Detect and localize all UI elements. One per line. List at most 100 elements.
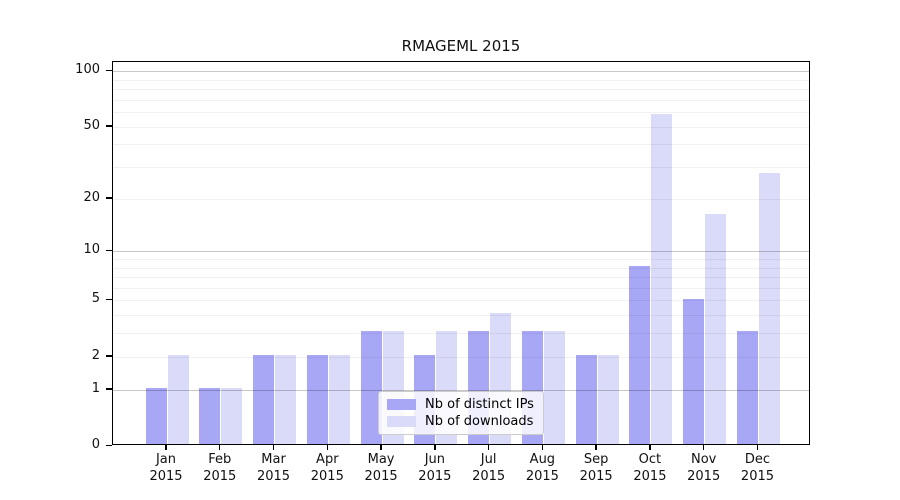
x-tick-month: Mar — [261, 452, 286, 467]
bar-nb-of-downloads-nov — [705, 213, 727, 444]
legend-item-downloads: Nb of downloads — [379, 414, 543, 429]
x-tick-year: 2015 — [203, 469, 237, 484]
bar-nb-of-distinct-ips-jan — [145, 387, 167, 444]
y-tick-label: 20 — [83, 189, 100, 205]
grid-line — [113, 315, 809, 317]
x-tick-month: Jun — [424, 452, 445, 467]
legend-swatch-downloads — [387, 416, 416, 428]
y-tick-label: 0 — [91, 437, 100, 452]
bar-nb-of-distinct-ips-nov — [683, 298, 705, 444]
x-tick-mark — [380, 445, 382, 450]
x-tick-label-sep: Sep 2015 — [554, 451, 638, 485]
x-tick-year: 2015 — [364, 469, 398, 484]
y-tick-label: 50 — [83, 117, 100, 133]
x-tick-year: 2015 — [310, 469, 344, 484]
x-tick-mark — [434, 445, 436, 450]
bar-nb-of-distinct-ips-may — [360, 331, 382, 444]
grid-line — [113, 251, 809, 253]
x-tick-label-dec: Dec 2015 — [715, 451, 799, 485]
x-tick-label-oct: Oct 2015 — [608, 451, 692, 485]
x-tick-label-mar: Mar 2015 — [232, 451, 316, 485]
legend-item-distinct-ips: Nb of distinct IPs — [379, 397, 543, 412]
chart-title: RMAGEML 2015 — [401, 37, 521, 55]
y-tick-mark — [106, 125, 112, 127]
x-tick-label-aug: Aug 2015 — [500, 451, 584, 485]
grid-line — [113, 389, 809, 391]
x-tick-mark — [165, 445, 167, 450]
grid-line — [113, 167, 809, 169]
grid-line — [113, 99, 809, 101]
grid-line — [113, 277, 809, 279]
grid-line — [113, 79, 809, 81]
x-tick-mark — [219, 445, 221, 450]
grid-line — [113, 89, 809, 91]
y-tick-label: 100 — [75, 62, 100, 78]
grid-line — [113, 267, 809, 269]
y-tick-mark — [106, 197, 112, 199]
x-tick-mark — [756, 445, 759, 450]
x-tick-mark — [487, 445, 490, 450]
x-tick-mark — [595, 445, 597, 450]
grid-line — [113, 333, 809, 335]
grid-line — [113, 300, 809, 302]
grid-line — [113, 198, 809, 200]
x-tick-year: 2015 — [256, 469, 291, 484]
x-tick-month: Aug — [529, 452, 556, 467]
y-tick-mark — [106, 388, 112, 390]
x-tick-month: Jan — [155, 452, 177, 467]
bar-nb-of-downloads-dec — [758, 173, 780, 444]
x-tick-year: 2015 — [149, 469, 183, 484]
grid-line — [113, 112, 809, 114]
y-tick-label: 10 — [83, 242, 100, 258]
bar-nb-of-downloads-feb — [221, 387, 243, 444]
x-tick-month: Dec — [744, 452, 771, 467]
grid-line — [113, 144, 809, 146]
grid-line — [113, 71, 809, 73]
x-tick-label-feb: Feb 2015 — [178, 451, 262, 485]
bar-nb-of-distinct-ips-oct — [629, 265, 651, 444]
x-tick-month: May — [367, 452, 395, 467]
x-tick-year: 2015 — [579, 469, 613, 484]
bar-nb-of-downloads-jan — [167, 354, 189, 444]
x-tick-mark — [649, 445, 651, 450]
y-tick-mark — [106, 249, 112, 252]
x-tick-label-apr: Apr 2015 — [285, 451, 369, 485]
bar-nb-of-distinct-ips-dec — [736, 331, 758, 444]
x-tick-label-jan: Jan 2015 — [124, 451, 208, 485]
x-tick-label-may: May 2015 — [339, 451, 423, 485]
x-tick-mark — [272, 445, 275, 450]
bar-nb-of-downloads-apr — [328, 354, 350, 444]
x-tick-year: 2015 — [472, 469, 506, 484]
y-tick-mark — [106, 298, 112, 301]
y-tick-mark — [106, 69, 112, 72]
x-tick-label-nov: Nov 2015 — [662, 451, 746, 485]
x-tick-year: 2015 — [418, 469, 452, 484]
x-tick-month: Sep — [583, 452, 609, 467]
bar-nb-of-distinct-ips-apr — [306, 354, 328, 444]
plot-area — [112, 61, 810, 445]
bar-nb-of-distinct-ips-sep — [575, 354, 597, 444]
x-tick-year: 2015 — [525, 469, 559, 484]
x-tick-month: Oct — [638, 452, 662, 467]
y-tick-mark — [106, 355, 112, 357]
x-tick-mark — [541, 445, 544, 450]
y-tick-label: 5 — [91, 291, 100, 307]
x-tick-year: 2015 — [740, 469, 775, 484]
x-tick-label-jun: Jun 2015 — [393, 451, 477, 485]
x-tick-year: 2015 — [633, 469, 667, 484]
bar-nb-of-downloads-aug — [543, 331, 565, 444]
grid-line — [113, 126, 809, 128]
legend-label-downloads: Nb of downloads — [425, 414, 534, 430]
x-tick-label-jul: Jul 2015 — [447, 451, 531, 485]
y-tick-mark — [106, 444, 112, 446]
x-tick-year: 2015 — [687, 469, 721, 484]
x-tick-mark — [703, 445, 705, 450]
x-tick-month: Apr — [316, 452, 339, 467]
x-tick-month: Nov — [691, 452, 717, 467]
grid-line — [113, 356, 809, 358]
bar-nb-of-downloads-sep — [597, 354, 619, 444]
x-tick-month: Jul — [480, 452, 497, 467]
legend-label-distinct-ips: Nb of distinct IPs — [425, 396, 534, 412]
legend-swatch-distinct-ips — [387, 398, 416, 410]
